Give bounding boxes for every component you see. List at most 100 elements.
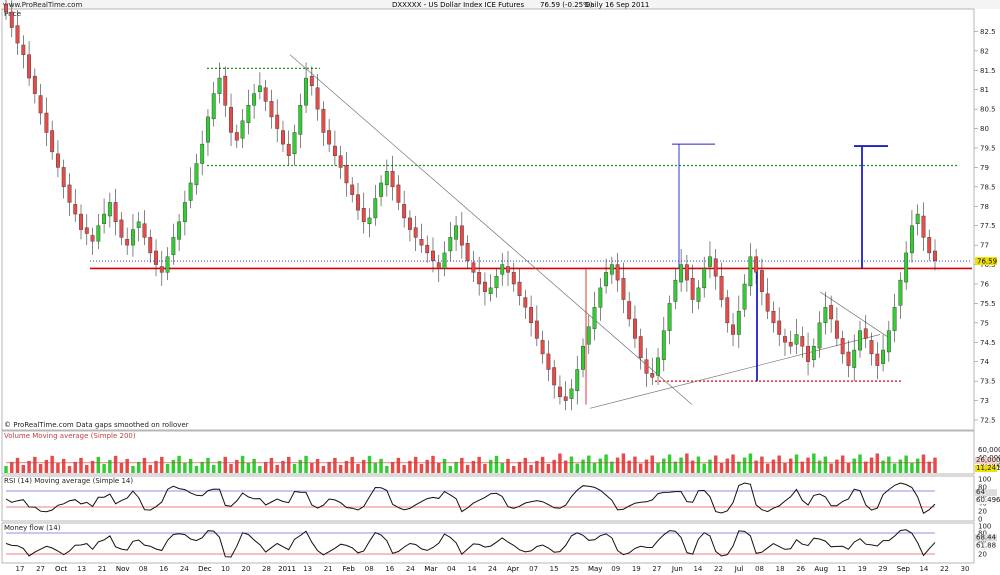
volume-bar-94 (546, 463, 551, 473)
candle-body-148 (858, 330, 862, 351)
volume-bar-18 (108, 459, 112, 473)
volume-bar-21 (125, 458, 129, 473)
price-tick-label-18: 73.5 (980, 378, 996, 386)
volume-bar-125 (725, 458, 730, 473)
volume-bar-17 (102, 463, 106, 473)
candle-body-5 (32, 75, 37, 94)
volume-bar-85 (494, 455, 499, 473)
candle-body-61 (356, 194, 360, 211)
volume-bar-9 (56, 462, 60, 473)
volume-bar-106 (615, 457, 620, 473)
candle-body-121 (702, 268, 707, 289)
candle-body-9 (56, 153, 60, 168)
candle-body-123 (713, 258, 718, 277)
candle-body-58 (338, 155, 343, 168)
volume-bar-123 (714, 455, 718, 473)
date-tick-42: 29 (878, 565, 887, 573)
volume-bar-50 (292, 463, 297, 473)
candle-body-134 (777, 320, 782, 335)
candle-body-35 (206, 116, 210, 143)
volume-bar-153 (887, 456, 891, 473)
candle-body-23 (136, 221, 141, 228)
volume-bar-75 (437, 462, 441, 473)
candle-body-39 (229, 106, 233, 133)
volume-bar-13 (79, 457, 83, 473)
volume-bar-25 (148, 464, 152, 473)
volume-value-0: 26,000 (976, 456, 1000, 464)
candle-body-115 (667, 303, 672, 331)
volume-bar-143 (829, 463, 833, 473)
volume-bar-6 (38, 463, 43, 473)
candle-body-63 (367, 217, 372, 224)
date-tick-29: 09 (611, 565, 620, 573)
price-tick-label-4: 80.5 (980, 106, 996, 114)
candle-body-119 (690, 277, 695, 300)
date-tick-16: Feb (342, 565, 355, 573)
header-bar (0, 0, 1000, 9)
period-label: Daily (585, 1, 603, 9)
volume-bar-78 (454, 461, 458, 473)
volume-bar-68 (396, 457, 401, 473)
volume-bar-1 (10, 461, 14, 473)
date-tick-3: 13 (77, 565, 86, 573)
volume-bar-134 (777, 455, 781, 473)
mfi-tick-4: 20 (978, 551, 987, 559)
candle-body-143 (829, 305, 834, 320)
candle-body-93 (540, 340, 545, 355)
price-panel (1, 8, 975, 431)
date-tick-36: 08 (755, 565, 764, 573)
date-tick-41: 19 (858, 565, 867, 573)
candle-body-150 (869, 340, 874, 355)
volume-bar-157 (910, 462, 914, 473)
volume-bar-144 (835, 459, 839, 473)
volume-bar-119 (690, 460, 695, 473)
candle-body-118 (684, 264, 689, 281)
volume-bar-74 (431, 455, 435, 473)
date-tick-0: 17 (16, 565, 25, 573)
price-tag-label: 76.59 (977, 258, 997, 266)
candle-body-137 (794, 334, 799, 345)
candle-body-157 (909, 225, 914, 254)
date-tick-11: 20 (242, 565, 251, 573)
volume-bar-0 (4, 465, 8, 473)
volume-bar-73 (425, 459, 429, 473)
volume-bar-29 (171, 459, 176, 473)
volume-bar-11 (67, 465, 72, 473)
candle-body-136 (788, 342, 793, 347)
candle-body-79 (459, 225, 464, 246)
candle-body-110 (638, 336, 643, 359)
candle-body-83 (482, 281, 487, 292)
volume-bar-93 (540, 456, 545, 473)
volume-bar-57 (333, 457, 337, 473)
volume-bar-114 (662, 458, 666, 473)
candle-body-132 (765, 293, 770, 312)
price-tick-label-20: 72.5 (980, 417, 996, 425)
site-label: www.ProRealTime.com (3, 1, 82, 9)
volume-tick-0: 60,000 (978, 446, 1000, 454)
candle-body-70 (407, 217, 412, 230)
mfi-value-bg-0 (975, 534, 997, 542)
candle-body-43 (252, 93, 257, 106)
candle-body-130 (754, 256, 759, 273)
candle-body-109 (633, 318, 637, 339)
volume-bar-67 (390, 461, 395, 473)
candle-body-30 (177, 221, 182, 240)
mfi-value-0: 68.44 (976, 533, 997, 541)
volume-panel (1, 430, 975, 475)
volume-bar-145 (840, 455, 845, 473)
volume-panel-label: Volume Moving average (Simple 200) (4, 432, 136, 440)
candle-body-153 (886, 330, 891, 353)
date-label: 16 Sep 2011 (605, 1, 649, 9)
volume-bar-60 (350, 456, 354, 473)
candle-body-0 (4, 4, 8, 13)
volume-bar-99 (575, 463, 579, 473)
money-flow-panel-label: Money flow (14) (4, 524, 61, 532)
candle-body-34 (200, 143, 205, 164)
volume-bar-2 (15, 457, 20, 473)
volume-bar-146 (846, 462, 851, 473)
candle-body-36 (211, 93, 216, 120)
candle-body-154 (892, 307, 897, 331)
volume-bar-124 (719, 462, 724, 473)
candle-body-75 (436, 262, 441, 269)
